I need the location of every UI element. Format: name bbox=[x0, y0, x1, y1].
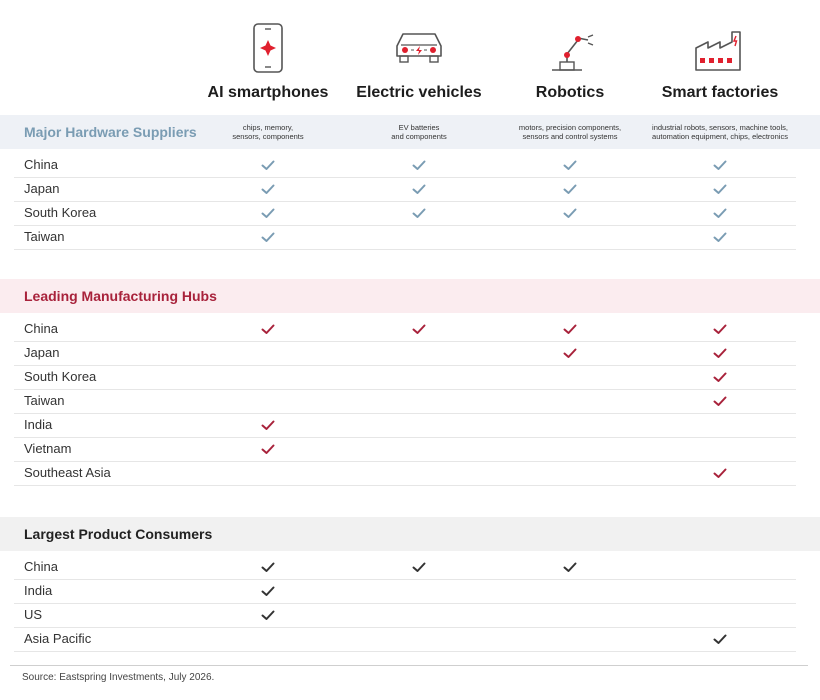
checkmark-icon bbox=[261, 444, 275, 454]
checkmark-icon bbox=[713, 468, 727, 478]
section-note: EV batteries and components bbox=[391, 123, 447, 141]
checkmark-icon bbox=[713, 372, 727, 382]
table-row: India bbox=[14, 413, 796, 438]
row-label: India bbox=[24, 583, 53, 598]
row-label: South Korea bbox=[24, 369, 97, 384]
row-label: China bbox=[24, 559, 58, 574]
section-note: motors, precision components, sensors and… bbox=[518, 123, 622, 141]
row-label: Japan bbox=[24, 345, 60, 360]
checkmark-icon bbox=[713, 184, 727, 194]
checkmark-icon bbox=[713, 634, 727, 644]
checkmark-icon bbox=[412, 160, 426, 170]
checkmark-icon bbox=[261, 160, 275, 170]
robot-arm-icon bbox=[552, 34, 594, 71]
section-title: Leading Manufacturing Hubs bbox=[24, 288, 217, 304]
section-header-band bbox=[0, 517, 820, 551]
section-note: industrial robots, sensors, machine tool… bbox=[652, 123, 788, 141]
checkmark-icon bbox=[713, 160, 727, 170]
checkmark-icon bbox=[261, 184, 275, 194]
table-row: US bbox=[14, 603, 796, 628]
table-row: India bbox=[14, 579, 796, 604]
table-row: China bbox=[14, 153, 796, 178]
table-row: Vietnam bbox=[14, 437, 796, 462]
row-label: China bbox=[24, 321, 58, 336]
section-title: Largest Product Consumers bbox=[24, 526, 213, 542]
row-label: Japan bbox=[24, 181, 60, 196]
column-header-smart-factories: Smart factories bbox=[661, 84, 779, 101]
table-row: China bbox=[14, 317, 796, 342]
checkmark-icon bbox=[412, 562, 426, 572]
column-header-electric-vehicles: Electric vehicles bbox=[356, 84, 482, 101]
checkmark-icon bbox=[412, 208, 426, 218]
electric-car-icon bbox=[396, 33, 442, 63]
checkmark-icon bbox=[563, 208, 577, 218]
table-row: South Korea bbox=[14, 365, 796, 390]
checkmark-icon bbox=[261, 420, 275, 430]
column-header-robotics: Robotics bbox=[535, 84, 605, 101]
table-row: Taiwan bbox=[14, 225, 796, 250]
section-header-band bbox=[0, 115, 820, 149]
checkmark-icon bbox=[261, 610, 275, 620]
table-row: Japan bbox=[14, 177, 796, 202]
checkmark-icon bbox=[563, 562, 577, 572]
checkmark-icon bbox=[713, 396, 727, 406]
checkmark-icon bbox=[713, 232, 727, 242]
factory-icon bbox=[695, 31, 741, 71]
checkmark-icon bbox=[261, 586, 275, 596]
table-row: Taiwan bbox=[14, 389, 796, 414]
table-row: China bbox=[14, 555, 796, 580]
row-label: India bbox=[24, 417, 53, 432]
checkmark-icon bbox=[713, 324, 727, 334]
section-title: Major Hardware Suppliers bbox=[24, 124, 197, 140]
row-label: Southeast Asia bbox=[24, 465, 111, 480]
section-note: chips, memory, sensors, components bbox=[232, 123, 304, 141]
table-row: South Korea bbox=[14, 201, 796, 226]
row-label: South Korea bbox=[24, 205, 97, 220]
table-row: Japan bbox=[14, 341, 796, 366]
source-note: Source: Eastspring Investments, July 202… bbox=[22, 672, 215, 683]
checkmark-icon bbox=[563, 184, 577, 194]
row-label: China bbox=[24, 157, 58, 172]
row-label: Taiwan bbox=[24, 393, 65, 408]
footer-divider bbox=[10, 665, 808, 666]
row-label: US bbox=[24, 607, 43, 622]
checkmark-icon bbox=[563, 160, 577, 170]
checkmark-icon bbox=[412, 324, 426, 334]
checkmark-icon bbox=[713, 208, 727, 218]
row-label: Asia Pacific bbox=[24, 631, 92, 646]
checkmark-icon bbox=[563, 324, 577, 334]
checkmark-icon bbox=[412, 184, 426, 194]
table-row: Asia Pacific bbox=[14, 627, 796, 652]
checkmark-icon bbox=[563, 348, 577, 358]
column-header-ai-smartphones: AI smartphones bbox=[207, 84, 329, 101]
checkmark-icon bbox=[261, 208, 275, 218]
checkmark-icon bbox=[261, 324, 275, 334]
checkmark-icon bbox=[261, 562, 275, 572]
row-label: Vietnam bbox=[24, 441, 72, 456]
smartphone-icon bbox=[253, 23, 283, 73]
table-row: Southeast Asia bbox=[14, 461, 796, 486]
checkmark-icon bbox=[713, 348, 727, 358]
checkmark-icon bbox=[261, 232, 275, 242]
row-label: Taiwan bbox=[24, 229, 65, 244]
section-header-band bbox=[0, 279, 820, 313]
